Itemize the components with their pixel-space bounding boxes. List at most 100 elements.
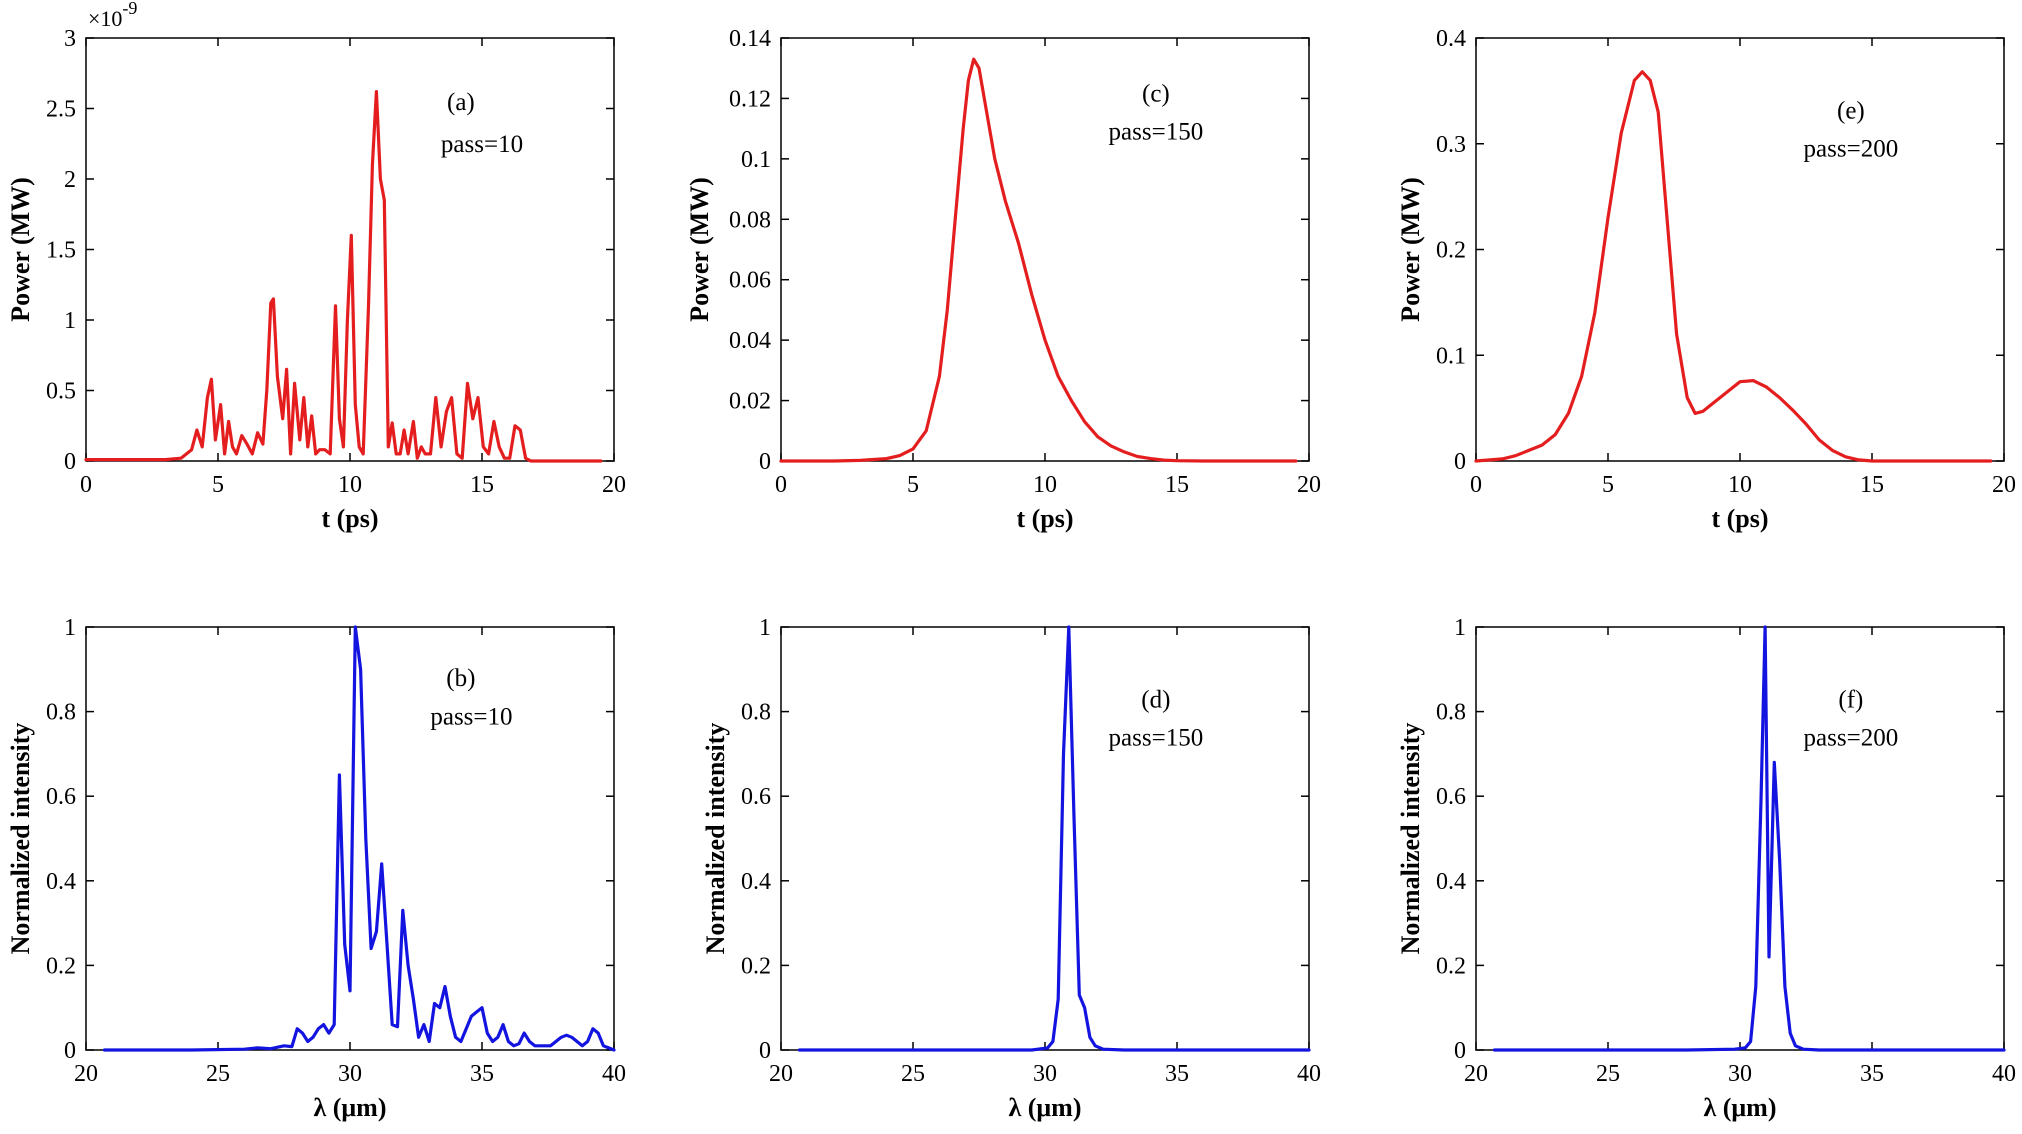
panel-annotation: (b) [446,665,475,692]
x-tick-label: 30 [1033,1061,1057,1087]
panel-a: 0 5 10 15 20 0 0.5 1 1.5 2 2.5 3 ×10-9 t (ps) Power (M… [6,0,626,533]
x-tick-label: 0 [775,472,787,498]
x-tick-label: 30 [338,1061,362,1087]
y-tick-label: 0.6 [741,784,771,810]
y-tick-label: 0.08 [729,207,771,233]
pass-annotation: pass=10 [441,131,523,158]
y-tick-label: 0.4 [1436,869,1466,895]
y-tick-label: 0.2 [1436,238,1466,264]
x-tick-label: 10 [1728,472,1752,498]
series-line [84,89,603,463]
y-axis-label: Power (MW) [685,177,714,322]
y-axis-label: Power (MW) [6,177,35,322]
x-tick-label: 15 [1860,472,1884,498]
y-tick-label: 1 [64,308,76,334]
y-tick-label: 0 [759,1038,771,1064]
x-axis-label: t (ps) [321,504,378,533]
y-tick-label: 0 [1454,449,1466,475]
x-tick-label: 5 [907,472,919,498]
panel-e: 0 5 10 15 20 0 0.1 0.2 0.3 0.4 t (ps) Power (MW) (e)… [1396,26,2016,533]
panel-annotation: (d) [1141,686,1170,713]
y-tick-label: 0.3 [1436,132,1466,158]
y-tick-label: 0.2 [1436,953,1466,979]
panel-annotation: (a) [447,89,475,116]
plot-frame [1475,626,2005,1051]
x-tick-label: 40 [602,1061,626,1087]
pass-annotation: pass=200 [1804,135,1899,162]
x-tick-label: 15 [470,472,494,498]
y-exponent-label: ×10-9 [88,0,137,31]
panel-b: 20 25 30 35 40 0 0.2 0.4 0.6 0.8 1 λ (μm) Normalized… [6,615,626,1122]
x-tick-label: 15 [1165,472,1189,498]
y-tick-label: 0.2 [741,953,771,979]
x-tick-label: 0 [80,472,92,498]
x-tick-label: 30 [1728,1061,1752,1087]
panel-d: 20 25 30 35 40 0 0.2 0.4 0.6 0.8 1 λ (μm) Normalized… [701,615,1321,1122]
y-tick-label: 0 [759,449,771,475]
y-tick-label: 0.8 [46,700,76,726]
x-tick-label: 35 [470,1061,494,1087]
y-axis-label: Normalized intensity [701,723,730,955]
x-axis-label: λ (μm) [1704,1093,1777,1122]
x-tick-label: 20 [1464,1061,1488,1087]
panel-annotation: (f) [1838,686,1863,713]
x-tick-label: 25 [206,1061,230,1087]
x-axis-label: t (ps) [1711,504,1768,533]
y-axis-label: Normalized intensity [1396,723,1425,955]
y-tick-label: 0 [64,449,76,475]
x-tick-label: 10 [1033,472,1057,498]
x-tick-label: 40 [1992,1061,2016,1087]
x-axis-label: λ (μm) [314,1093,387,1122]
y-tick-label: 1.5 [46,238,76,264]
x-tick-label: 25 [901,1061,925,1087]
y-tick-label: 0.12 [729,86,771,112]
y-tick-label: 0 [1454,1038,1466,1064]
pass-annotation: pass=10 [430,703,512,730]
y-exponent-power: -9 [122,0,137,18]
plot-frame [780,626,1310,1051]
x-tick-label: 5 [1602,472,1614,498]
x-tick-label: 20 [1992,472,2016,498]
x-tick-label: 20 [1297,472,1321,498]
y-tick-label: 1 [1454,615,1466,641]
series-line [102,625,616,1052]
pass-annotation: pass=150 [1109,724,1204,751]
x-tick-label: 40 [1297,1061,1321,1087]
x-tick-label: 35 [1165,1061,1189,1087]
y-tick-label: 3 [64,26,76,52]
x-tick-label: 5 [212,472,224,498]
x-tick-label: 0 [1470,472,1482,498]
y-tick-label: 1 [64,615,76,641]
series-line [1492,625,2006,1052]
y-tick-label: 0.2 [46,953,76,979]
x-axis-label: λ (μm) [1009,1093,1082,1122]
y-axis-label: Power (MW) [1396,177,1425,322]
x-tick-label: 20 [74,1061,98,1087]
panel-annotation: (c) [1142,80,1170,107]
y-tick-label: 0.4 [1436,26,1466,52]
series-line [779,57,1298,463]
y-tick-label: 0.8 [1436,700,1466,726]
x-axis-label: t (ps) [1016,504,1073,533]
y-tick-label: 1 [759,615,771,641]
x-tick-label: 20 [602,472,626,498]
y-tick-label: 0.02 [729,389,771,415]
y-tick-label: 0.8 [741,700,771,726]
y-tick-label: 0.04 [729,328,771,354]
plot-frame [1475,37,2005,462]
y-tick-label: 0.5 [46,379,76,405]
y-tick-label: 0.1 [741,147,771,173]
y-tick-label: 0.4 [741,869,771,895]
x-tick-label: 25 [1596,1061,1620,1087]
y-tick-label: 0.06 [729,268,771,294]
panel-f: 20 25 30 35 40 0 0.2 0.4 0.6 0.8 1 λ (μm) Normalized… [1396,615,2016,1122]
y-tick-label: 2 [64,167,76,193]
y-tick-label: 0 [64,1038,76,1064]
y-tick-label: 0.4 [46,869,76,895]
pass-annotation: pass=150 [1109,119,1204,146]
y-axis-label: Normalized intensity [6,723,35,955]
x-tick-label: 10 [338,472,362,498]
y-tick-label: 0.1 [1436,343,1466,369]
y-tick-label: 0.6 [46,784,76,810]
